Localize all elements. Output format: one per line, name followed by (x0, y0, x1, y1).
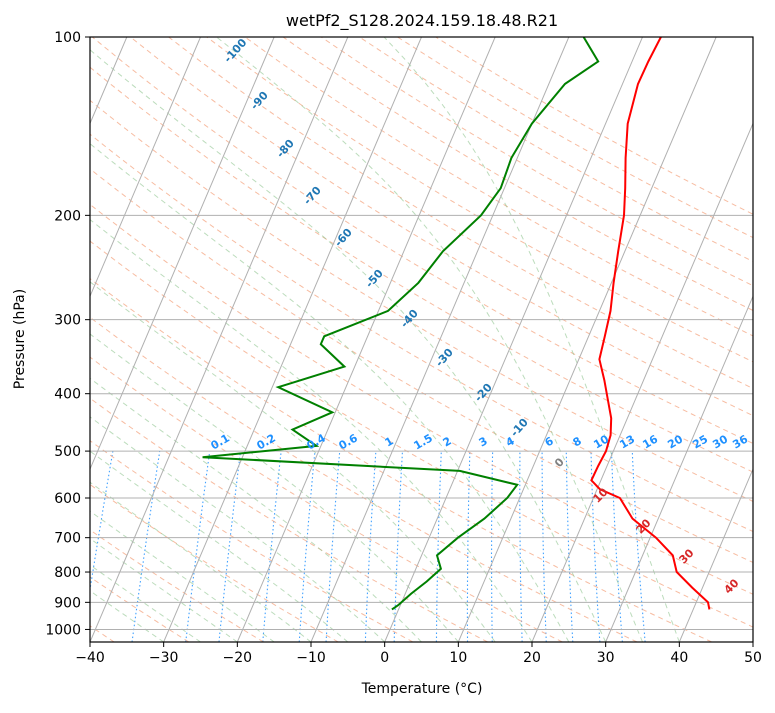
dry-adiabat-label: 0 (552, 455, 567, 470)
mixing-ratio-label: 1.5 (412, 431, 435, 452)
moist-adiabat-label: 10 (591, 485, 611, 505)
dry-adiabat-line (0, 37, 637, 642)
y-tick-label: 600 (54, 491, 81, 507)
dry-adiabat-label: -90 (248, 89, 271, 113)
x-axis: −40 −30 −20 −10 0 10 20 30 40 50 (75, 642, 762, 666)
isotherm-line (753, 37, 775, 642)
y-tick-label: 700 (54, 531, 81, 547)
y-tick-label: 200 (54, 208, 81, 224)
dry-adiabat-label: -100 (221, 36, 249, 65)
isotherm-line (90, 37, 348, 642)
tan-curve-line (0, 37, 71, 642)
dry-adiabat-label: -20 (472, 381, 495, 405)
isotherm-line (0, 37, 201, 642)
mixing-ratio-label: 20 (665, 432, 685, 451)
isotherm-line (16, 37, 274, 642)
moist-adiabat-line (0, 37, 311, 642)
y-axis: 100 200 300 400 500 600 700 800 900 1000 (45, 30, 90, 638)
plot-frame (90, 37, 753, 642)
mixing-ratio-line (520, 451, 522, 642)
moist-adiabat-line (0, 37, 201, 642)
moist-adiabat-line (0, 37, 532, 642)
y-tick-label: 100 (54, 30, 81, 46)
moist-adiabat-line (0, 37, 274, 642)
dry-adiabat-line (0, 37, 413, 642)
dry-adiabat-line (436, 37, 775, 642)
moist-adiabat-line (0, 37, 569, 642)
mixing-ratio-line (436, 451, 441, 642)
mixing-ratio-label: 0.6 (337, 431, 361, 452)
dry-adiabat-label: -70 (301, 184, 324, 208)
mixing-ratio-line (632, 451, 645, 642)
mixing-ratio-label: 3 (477, 434, 490, 449)
moist-adiabat-line (217, 37, 643, 642)
moist-adiabat-line (75, 37, 606, 642)
dry-adiabat-line (245, 37, 775, 642)
mixing-ratio-label: 16 (640, 432, 660, 451)
y-tick-label: 900 (54, 595, 81, 611)
mixing-ratio-line (132, 451, 160, 642)
dry-adiabat-line (0, 37, 189, 642)
y-tick-label: 1000 (45, 622, 81, 638)
mixing-ratio-line (186, 451, 210, 642)
y-tick-label: 800 (54, 565, 81, 581)
x-tick-label: −10 (296, 650, 326, 666)
mixing-ratio-line (566, 451, 573, 642)
mixing-ratio-line (82, 451, 113, 642)
dry-adiabat-line (359, 37, 775, 642)
moist-adiabat-line (384, 37, 679, 642)
x-tick-label: 10 (449, 650, 467, 666)
x-tick-label: 40 (670, 650, 688, 666)
x-axis-label: Temperature (°C) (361, 681, 483, 697)
mixing-ratio-label: 8 (571, 434, 584, 449)
moist-adiabat-line (0, 37, 348, 642)
dry-adiabat-label: -50 (363, 267, 386, 291)
mixing-ratio-line (365, 451, 376, 642)
x-tick-label: 30 (597, 650, 615, 666)
dry-adiabat-line (0, 37, 264, 642)
dry-adiabat-line (0, 37, 562, 642)
mixing-ratio-label: 30 (710, 432, 730, 451)
y-tick-label: 500 (54, 444, 81, 460)
y-axis-label: Pressure (hPa) (12, 289, 28, 389)
isotherm-line (679, 37, 775, 642)
isotherm-line (237, 37, 495, 642)
dry-adiabat-label: -60 (332, 226, 355, 250)
isotherm-line (458, 37, 716, 642)
dry-adiabat-line (0, 37, 488, 642)
background-lines (0, 37, 775, 642)
moist-adiabat-line (0, 37, 458, 642)
profile-lines (203, 37, 710, 609)
mixing-ratio-label: 10 (591, 432, 611, 451)
dry-adiabat-line (92, 37, 775, 642)
moist-adiabat-line (0, 37, 237, 642)
moist-adiabat-label: 40 (722, 576, 742, 596)
y-tick-label: 300 (54, 313, 81, 329)
mixing-ratio-label: 0.4 (305, 431, 329, 452)
x-tick-label: 50 (744, 650, 762, 666)
dry-adiabat-label: -30 (433, 346, 456, 370)
moist-adiabat-label: 30 (677, 546, 697, 566)
chart-title: wetPf2_S128.2024.159.18.48.R21 (286, 11, 558, 31)
y-tick-label: 400 (54, 387, 81, 403)
dry-adiabat-line (130, 37, 775, 642)
dry-adiabat-line (0, 37, 775, 642)
mixing-ratio-line (219, 451, 241, 642)
dry-adiabat-line (0, 37, 338, 642)
x-tick-label: −40 (75, 650, 105, 666)
x-tick-label: 20 (523, 650, 541, 666)
moist-adiabat-line (0, 37, 385, 642)
x-tick-label: 0 (380, 650, 389, 666)
moist-adiabat-line (0, 37, 422, 642)
mixing-ratio-label: 2 (441, 434, 454, 449)
mixing-ratio-label: 6 (543, 434, 556, 449)
x-tick-label: −20 (223, 650, 253, 666)
mixing-ratio-label: 0.1 (209, 431, 232, 452)
mixing-ratio-label: 36 (730, 432, 750, 451)
x-tick-label: −30 (149, 650, 179, 666)
isotherm-line (532, 37, 775, 642)
